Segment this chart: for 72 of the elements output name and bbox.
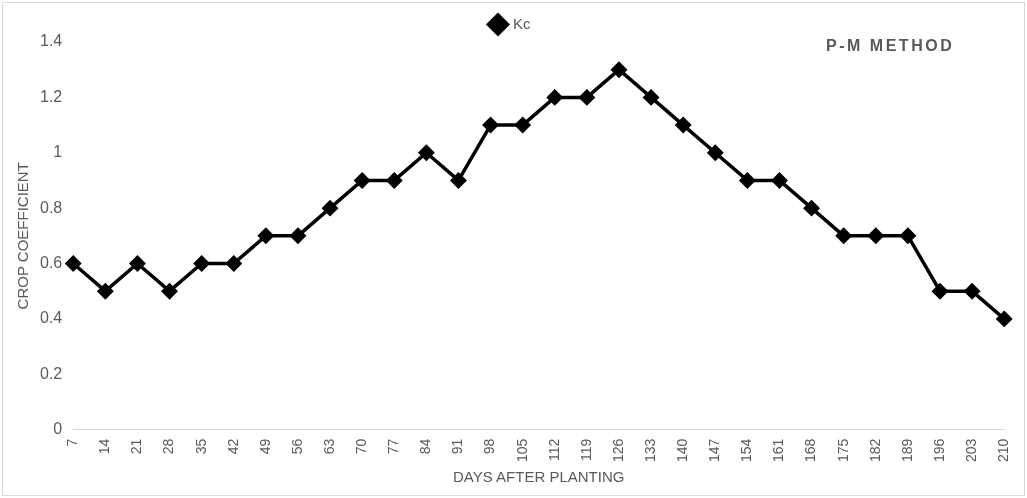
- point: [450, 172, 467, 189]
- annotation: P-M METHOD: [826, 37, 955, 55]
- point: [290, 228, 306, 244]
- y-tick-label: 0.8: [39, 198, 63, 216]
- point: [707, 145, 724, 161]
- x-tick-label: 91: [449, 438, 466, 455]
- x-tick-label: 147: [706, 438, 723, 462]
- x-tick-label: 189: [898, 438, 915, 462]
- x-tick-label: 70: [353, 438, 370, 455]
- point: [354, 172, 370, 189]
- x-tick-label: 154: [738, 438, 755, 462]
- point: [161, 283, 178, 299]
- x-tick-label: 182: [866, 438, 883, 462]
- point: [643, 89, 659, 106]
- x-tick-label: 203: [962, 438, 979, 462]
- point: [322, 200, 338, 216]
- x-tick-label: 14: [96, 438, 113, 455]
- x-tick-label: 49: [256, 438, 273, 455]
- point: [611, 61, 627, 78]
- x-tick-label: 21: [128, 438, 145, 455]
- point: [739, 172, 756, 189]
- point: [65, 255, 81, 272]
- x-tick-label: 56: [288, 438, 305, 455]
- point: [932, 283, 948, 299]
- point: [803, 200, 820, 216]
- x-tick-label: 98: [481, 438, 498, 455]
- point: [868, 228, 884, 244]
- x-tick-label: 28: [160, 438, 177, 455]
- x-tick-label: 105: [513, 438, 530, 462]
- point: [97, 283, 114, 299]
- y-tick-label: 0: [53, 420, 63, 438]
- x-tick-label: 63: [320, 438, 337, 455]
- y-tick-label: 0.2: [39, 364, 63, 382]
- y-tick-label: 0.4: [39, 309, 63, 327]
- point: [771, 172, 788, 189]
- x-tick-label: 35: [192, 438, 209, 455]
- point: [226, 255, 242, 272]
- point: [900, 228, 916, 244]
- point: [418, 145, 435, 161]
- x-tick-label: 119: [577, 438, 594, 461]
- x-tick-label: 175: [834, 438, 851, 462]
- y-tick-label: 0.6: [39, 253, 63, 271]
- x-tick-label: 133: [641, 438, 658, 462]
- point: [547, 89, 563, 106]
- point: [129, 255, 146, 272]
- y-tick-label: 1: [53, 143, 63, 161]
- x-tick-label: 140: [674, 438, 691, 462]
- point: [514, 117, 531, 133]
- point: [579, 89, 595, 106]
- x-tick-label: 42: [224, 438, 241, 455]
- point: [482, 117, 499, 133]
- point: [675, 117, 691, 133]
- point: [258, 228, 274, 244]
- x-tick-label: 196: [930, 438, 947, 462]
- x-axis-title: DAYS AFTER PLANTING: [453, 468, 625, 486]
- x-tick-label: 7: [64, 438, 81, 447]
- point: [996, 311, 1012, 327]
- x-tick-label: 77: [385, 438, 402, 455]
- y-tick-label: 1.2: [39, 87, 63, 105]
- x-tick-label: 112: [545, 438, 562, 461]
- point: [193, 255, 210, 272]
- point: [386, 172, 403, 189]
- x-tick-label: 210: [995, 438, 1012, 462]
- y-tick-label: 1.4: [39, 32, 63, 50]
- legend-label: Kc: [513, 14, 531, 32]
- point: [835, 228, 852, 244]
- x-tick-label: 126: [609, 438, 626, 462]
- x-tick-label: 168: [802, 438, 819, 462]
- x-tick-label: 161: [770, 438, 787, 462]
- y-axis-title: CROP COEFFICIENT: [14, 162, 32, 310]
- x-tick-label: 84: [417, 438, 434, 455]
- point: [964, 283, 980, 299]
